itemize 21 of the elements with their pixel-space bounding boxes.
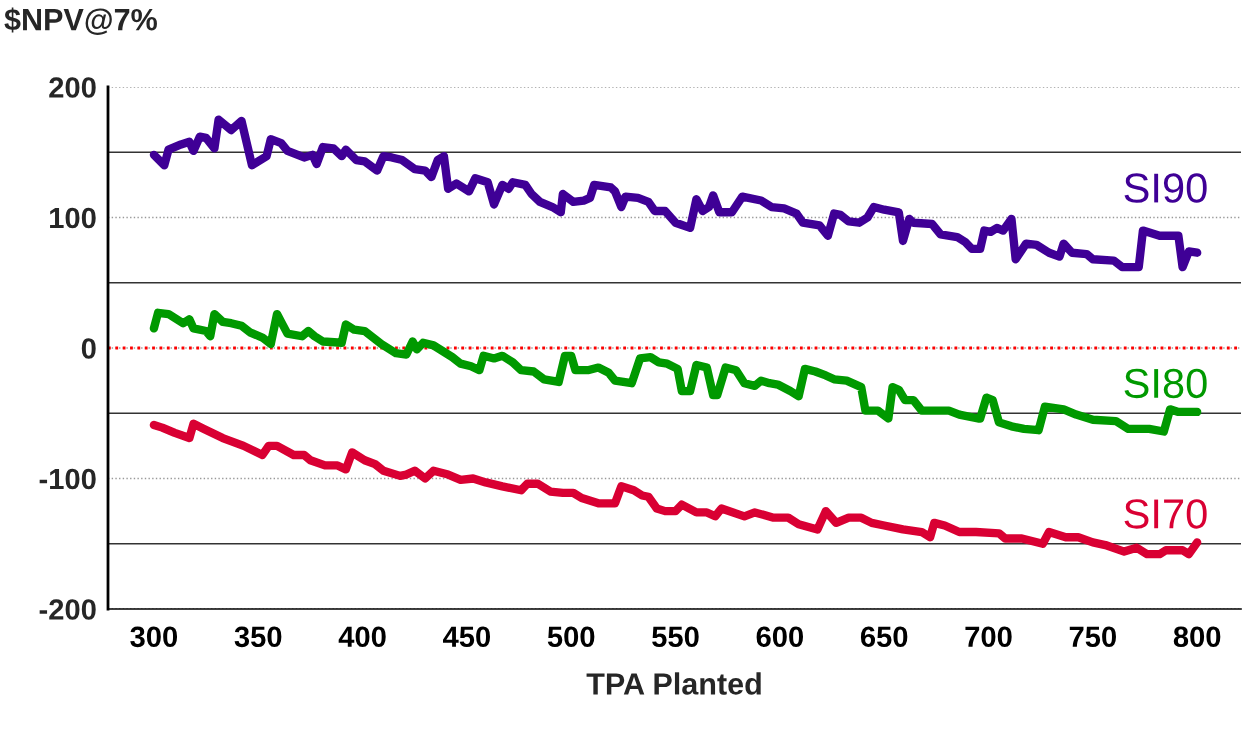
y-tick-label: 100 xyxy=(50,207,96,229)
y-tick-label: 0 xyxy=(81,338,96,359)
series-label: SI90 xyxy=(1124,173,1207,203)
y-tick-label: -200 xyxy=(39,599,96,620)
x-tick-label: 650 xyxy=(860,626,908,648)
x-tick-label: 400 xyxy=(338,626,386,648)
series-label: SI70 xyxy=(1124,499,1207,529)
series-label: SI80 xyxy=(1124,368,1207,399)
x-tick-label: 800 xyxy=(1173,626,1221,648)
x-axis-title: TPA Planted xyxy=(586,672,761,695)
x-tick-label: 750 xyxy=(1069,626,1116,648)
x-tick-label: 550 xyxy=(652,626,699,648)
y-axis-title: $NPV@7% xyxy=(4,7,157,35)
x-tick-label: 500 xyxy=(547,626,595,648)
x-tick-label: 700 xyxy=(965,626,1012,648)
x-tick-label: 300 xyxy=(130,626,178,648)
y-tick-label: -100 xyxy=(39,468,96,490)
x-tick-label: 600 xyxy=(756,626,804,648)
x-tick-label: 350 xyxy=(234,626,282,648)
x-tick-label: 450 xyxy=(443,626,491,648)
y-tick-label: 200 xyxy=(49,77,96,98)
